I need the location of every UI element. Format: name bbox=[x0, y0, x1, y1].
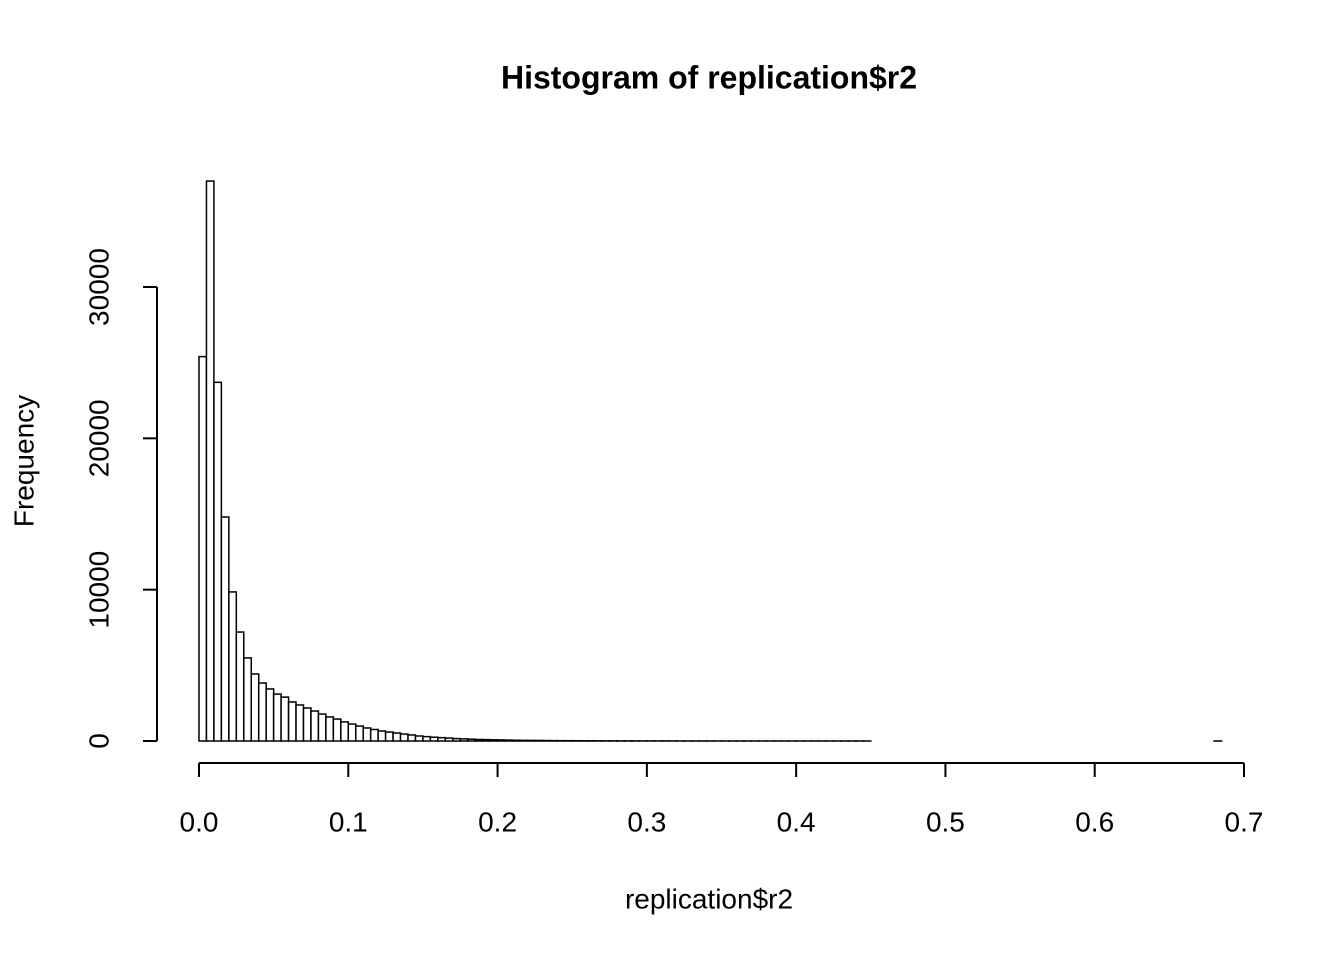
y-tick-label: 30000 bbox=[83, 248, 114, 326]
bar bbox=[392, 732, 402, 742]
bar bbox=[220, 516, 230, 742]
bar bbox=[205, 180, 215, 742]
y-tick-label: 20000 bbox=[83, 399, 114, 477]
bar bbox=[474, 738, 484, 742]
bar bbox=[198, 355, 208, 742]
bar bbox=[325, 716, 335, 742]
x-tick-label: 0.2 bbox=[478, 806, 517, 837]
x-tick-label: 0.7 bbox=[1225, 806, 1264, 837]
bar bbox=[310, 710, 320, 742]
x-tick-label: 0.3 bbox=[627, 806, 666, 837]
bar bbox=[384, 731, 394, 742]
bar bbox=[422, 735, 432, 742]
bar bbox=[414, 735, 424, 742]
bar bbox=[317, 713, 327, 742]
bar bbox=[437, 736, 447, 742]
bar bbox=[496, 739, 506, 742]
bar bbox=[272, 693, 282, 742]
bar bbox=[429, 736, 439, 742]
y-axis-label: Frequency bbox=[8, 395, 39, 527]
x-tick-label: 0.4 bbox=[777, 806, 816, 837]
x-tick-label: 0.5 bbox=[926, 806, 965, 837]
bar bbox=[377, 730, 387, 742]
bar bbox=[295, 704, 305, 742]
bar bbox=[399, 733, 409, 742]
bar bbox=[369, 728, 379, 742]
bar bbox=[228, 591, 238, 742]
bar bbox=[235, 631, 245, 742]
bar bbox=[265, 688, 275, 742]
bar bbox=[340, 721, 350, 742]
bar bbox=[459, 738, 469, 742]
bar bbox=[504, 739, 514, 742]
x-tick-label: 0.1 bbox=[329, 806, 368, 837]
bar bbox=[526, 739, 536, 742]
bar bbox=[280, 696, 290, 742]
bar bbox=[243, 657, 253, 742]
bar bbox=[407, 734, 417, 742]
y-tick-label: 10000 bbox=[83, 551, 114, 629]
bar bbox=[287, 701, 297, 742]
bar bbox=[257, 682, 267, 742]
bar bbox=[489, 739, 499, 742]
bar bbox=[302, 707, 312, 742]
bar bbox=[519, 739, 529, 742]
bar bbox=[452, 737, 461, 742]
x-tick-label: 0.6 bbox=[1075, 806, 1114, 837]
bar bbox=[444, 737, 454, 742]
bar bbox=[213, 381, 223, 742]
bar bbox=[250, 673, 260, 742]
bar bbox=[332, 718, 342, 742]
bar bbox=[362, 727, 372, 742]
bar bbox=[347, 723, 357, 742]
chart-title: Histogram of replication$r2 bbox=[501, 59, 917, 95]
x-axis-label: replication$r2 bbox=[625, 883, 793, 914]
x-tick-label: 0.0 bbox=[180, 806, 219, 837]
bar bbox=[511, 739, 521, 742]
bar bbox=[355, 725, 364, 742]
y-tick-label: 0 bbox=[83, 733, 114, 749]
bar bbox=[534, 739, 544, 742]
bar bbox=[466, 738, 476, 742]
bar bbox=[481, 738, 491, 742]
